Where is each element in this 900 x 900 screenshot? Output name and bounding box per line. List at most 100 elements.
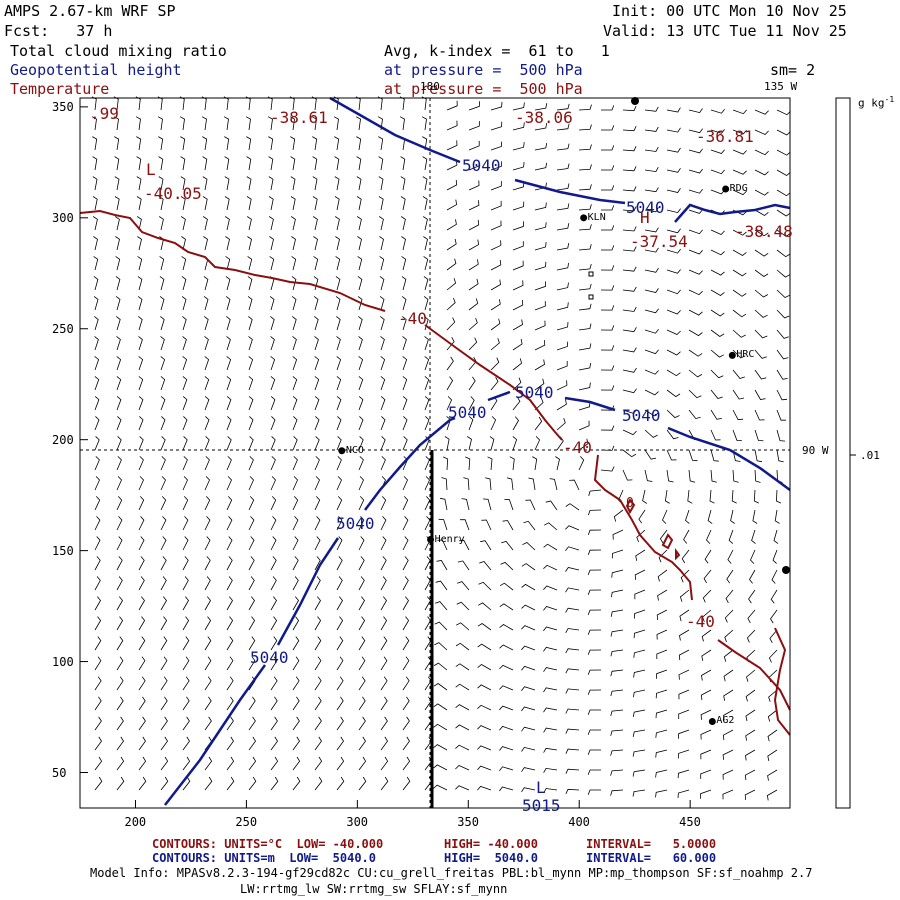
wind-barb <box>270 356 276 371</box>
wind-barb <box>655 709 668 719</box>
boundary-markers <box>588 97 790 574</box>
wind-barb <box>468 416 474 431</box>
wind-barb <box>335 256 341 271</box>
wind-barb <box>521 645 536 651</box>
wind-barb <box>422 176 428 191</box>
wind-barb <box>138 496 145 511</box>
wind-barb <box>600 265 615 271</box>
wind-barb <box>775 489 782 504</box>
height-contour <box>487 390 511 402</box>
wind-barb <box>358 436 364 451</box>
wind-barb <box>402 476 408 491</box>
wind-barb <box>772 549 778 564</box>
wind-barb <box>400 156 406 171</box>
wind-barb <box>512 299 524 311</box>
wind-barb <box>702 589 712 603</box>
wind-barb <box>182 536 189 551</box>
wind-barb <box>270 596 277 611</box>
temperature-contour <box>661 533 674 550</box>
wind-barb <box>402 616 410 631</box>
wind-barb <box>401 256 407 271</box>
wind-barb <box>137 276 143 291</box>
wind-barb <box>422 216 428 231</box>
wind-barb <box>578 323 592 331</box>
wind-barb <box>380 616 388 631</box>
wind-barb <box>776 389 788 401</box>
wind-barb <box>314 656 322 671</box>
height-label: 5040 <box>250 648 289 667</box>
wind-barb <box>768 649 778 663</box>
wind-barb <box>336 556 343 571</box>
wind-barb <box>314 616 322 631</box>
wind-barb <box>521 686 536 691</box>
wind-barb <box>655 749 668 758</box>
wind-barb <box>159 276 165 291</box>
wind-barb <box>587 569 602 575</box>
wind-barb <box>512 396 521 411</box>
high-marker: H <box>640 208 650 227</box>
wind-barb <box>226 616 234 631</box>
wind-barb <box>270 576 277 591</box>
wind-barb <box>754 469 761 483</box>
wind-barb <box>726 569 734 584</box>
wind-barb <box>611 569 624 578</box>
wind-barb <box>334 156 340 171</box>
wind-barb <box>633 669 646 678</box>
wind-barb <box>490 200 502 211</box>
wind-barb <box>512 260 524 271</box>
wind-barb <box>556 183 570 191</box>
wind-barb <box>292 336 297 351</box>
wind-barb <box>633 629 646 639</box>
wind-barb <box>521 665 536 671</box>
init-time: Init: 00 UTC Mon 10 Nov 25 <box>612 2 847 20</box>
wind-barb <box>724 629 734 643</box>
wind-barb <box>224 156 230 171</box>
wind-barb <box>776 149 791 156</box>
wind-barb <box>182 316 187 331</box>
wind-barb <box>313 296 319 311</box>
wind-barb <box>703 569 712 584</box>
wind-barb <box>138 576 145 591</box>
wind-barb <box>556 321 569 331</box>
wind-barb <box>543 727 558 733</box>
x-tick-label: 350 <box>457 815 479 829</box>
wind-barb <box>456 601 470 611</box>
wind-barb <box>732 469 739 483</box>
wind-barb <box>534 202 547 211</box>
wind-barb <box>160 376 166 391</box>
height-contour <box>667 426 791 492</box>
station-dot <box>427 536 435 544</box>
wind-barb <box>292 416 298 431</box>
wind-barb <box>477 725 492 731</box>
wind-barb <box>565 546 580 552</box>
wind-barb <box>380 456 386 471</box>
wind-barb <box>158 176 164 191</box>
wind-barb <box>680 569 690 583</box>
wind-barb <box>225 256 231 271</box>
wind-barb <box>767 709 778 722</box>
wind-barb <box>94 596 101 611</box>
wind-barb <box>226 776 235 791</box>
wind-barb <box>400 216 406 231</box>
height-label: 5040 <box>622 406 661 425</box>
wind-barb <box>116 416 122 431</box>
wind-barb <box>666 289 681 295</box>
wind-barb <box>93 256 99 271</box>
wind-barb <box>633 689 646 698</box>
wind-barb <box>468 376 476 391</box>
wind-barb <box>638 509 646 524</box>
wind-barb <box>556 380 568 391</box>
wind-barb <box>776 229 791 237</box>
height-contour <box>164 664 267 806</box>
wind-barb <box>588 509 602 516</box>
wind-barb <box>622 388 637 394</box>
wind-barb <box>160 336 165 351</box>
wind-barb <box>622 286 637 292</box>
y-tick-label: 200 <box>52 432 74 447</box>
wind-barb <box>521 563 536 571</box>
wind-barb <box>556 243 570 251</box>
wind-barb <box>159 256 165 271</box>
wind-barb <box>115 296 121 311</box>
wind-barb <box>114 176 120 191</box>
wind-barb <box>314 576 321 591</box>
